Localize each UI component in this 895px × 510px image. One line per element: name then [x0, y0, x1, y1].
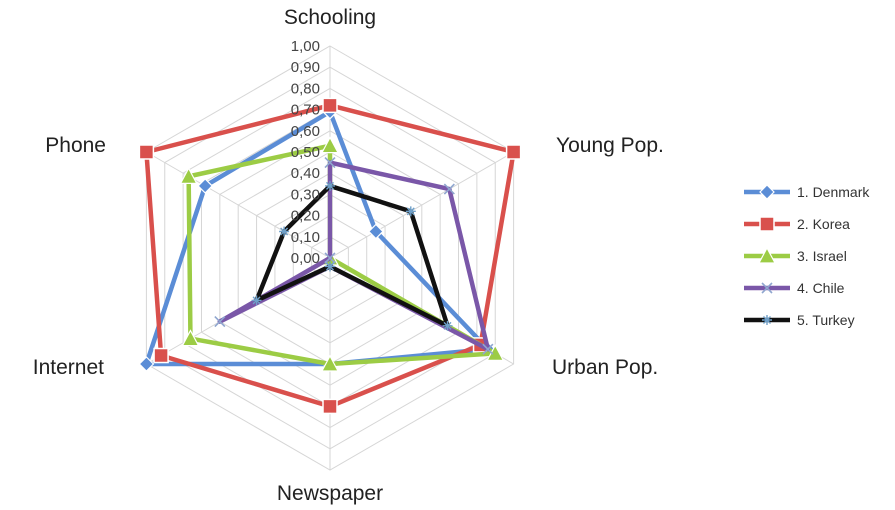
legend-item: 4. Chile	[744, 280, 845, 296]
data-point	[759, 216, 775, 232]
tick-label: 0,90	[291, 59, 320, 76]
legend: 1. Denmark 2. Korea 3. Israel 4. Chile 5. Tu…	[744, 184, 870, 328]
tick-label: 0,30	[291, 186, 320, 203]
data-point	[405, 206, 416, 217]
data-point	[325, 261, 335, 272]
tick-label: 0,10	[291, 229, 320, 246]
data-point	[322, 398, 338, 415]
tick-label: 0,00	[291, 250, 320, 267]
tick-label: 0,40	[291, 165, 320, 182]
data-point	[153, 347, 169, 364]
category-label: Schooling	[284, 6, 376, 29]
legend-item: 5. Turkey	[744, 312, 855, 328]
category-label: Young Pop.	[556, 134, 664, 157]
data-point	[758, 246, 776, 264]
tick-label: 1,00	[291, 38, 320, 55]
radar-series	[138, 97, 522, 415]
data-point	[443, 183, 455, 195]
grid-spoke	[146, 151, 331, 259]
data-point	[759, 184, 775, 200]
data-point	[505, 144, 522, 160]
legend-label: 5. Turkey	[797, 312, 855, 328]
data-point	[442, 320, 453, 331]
category-labels: Schooling Young Pop. Urban Pop. Newspaper In…	[33, 6, 664, 505]
data-point	[197, 178, 214, 194]
data-point	[482, 343, 494, 355]
category-label: Urban Pop.	[552, 356, 658, 379]
data-point	[138, 144, 155, 160]
data-point	[214, 316, 226, 328]
data-point	[138, 356, 155, 372]
tick-label: 0,70	[291, 102, 320, 119]
data-point	[179, 167, 198, 184]
data-point	[762, 315, 772, 325]
tick-label: 0,80	[291, 80, 320, 97]
data-point	[322, 97, 338, 114]
tick-label: 0,20	[291, 208, 320, 225]
data-point	[325, 180, 335, 191]
data-point	[324, 157, 336, 169]
tick-label: 0,50	[291, 144, 320, 161]
data-point	[761, 282, 773, 294]
data-point	[251, 295, 262, 306]
legend-label: 1. Denmark	[797, 184, 870, 200]
legend-label: 3. Israel	[797, 248, 847, 264]
category-label: Internet	[33, 356, 104, 379]
category-label: Newspaper	[277, 482, 383, 505]
legend-item: 3. Israel	[744, 246, 847, 264]
data-point	[321, 136, 339, 154]
data-point	[324, 252, 336, 264]
radial-tick-labels: 0,00 0,10 0,20 0,30 0,40 0,50 0,60 0,70 0,80 0,90…	[291, 38, 320, 267]
data-point	[368, 223, 384, 240]
legend-item: 2. Korea	[744, 216, 850, 232]
category-label: Phone	[45, 134, 106, 157]
tick-label: 0,60	[291, 123, 320, 140]
legend-label: 4. Chile	[797, 280, 845, 296]
grid-spoke	[329, 151, 514, 259]
data-point	[321, 354, 339, 372]
data-point	[181, 329, 200, 347]
series-5	[251, 180, 453, 331]
legend-item: 1. Denmark	[744, 184, 870, 200]
legend-label: 2. Korea	[797, 216, 850, 232]
data-point	[279, 226, 290, 237]
